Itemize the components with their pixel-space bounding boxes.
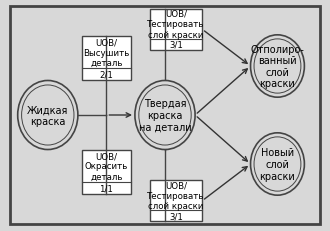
Text: 1/1: 1/1 — [99, 183, 113, 192]
Text: UОВ/
Тестировать
слой краски: UОВ/ Тестировать слой краски — [147, 10, 205, 40]
FancyBboxPatch shape — [150, 180, 202, 221]
Text: 3/1: 3/1 — [169, 41, 183, 50]
Text: 2/1: 2/1 — [99, 70, 113, 79]
Text: 3/1: 3/1 — [169, 211, 183, 220]
Text: UОВ/
Высушить
деталь: UОВ/ Высушить деталь — [83, 38, 130, 68]
Text: Жидкая
краска: Жидкая краска — [27, 105, 68, 126]
Text: Новый
слой
краски: Новый слой краски — [260, 148, 295, 181]
Text: Отполиро-
ванный
слой
краски: Отполиро- ванный слой краски — [250, 44, 304, 89]
FancyBboxPatch shape — [150, 10, 202, 51]
Text: Твердая
краска
на детали: Твердая краска на детали — [139, 99, 191, 132]
Text: UОВ/
Тестировать
слой краски: UОВ/ Тестировать слой краски — [147, 180, 205, 210]
FancyBboxPatch shape — [82, 150, 131, 194]
Ellipse shape — [135, 81, 195, 150]
FancyBboxPatch shape — [82, 37, 131, 81]
Ellipse shape — [250, 133, 304, 195]
Ellipse shape — [250, 36, 304, 98]
Text: UОВ/
Окрасить
деталь: UОВ/ Окрасить деталь — [85, 151, 128, 181]
Ellipse shape — [18, 81, 78, 150]
